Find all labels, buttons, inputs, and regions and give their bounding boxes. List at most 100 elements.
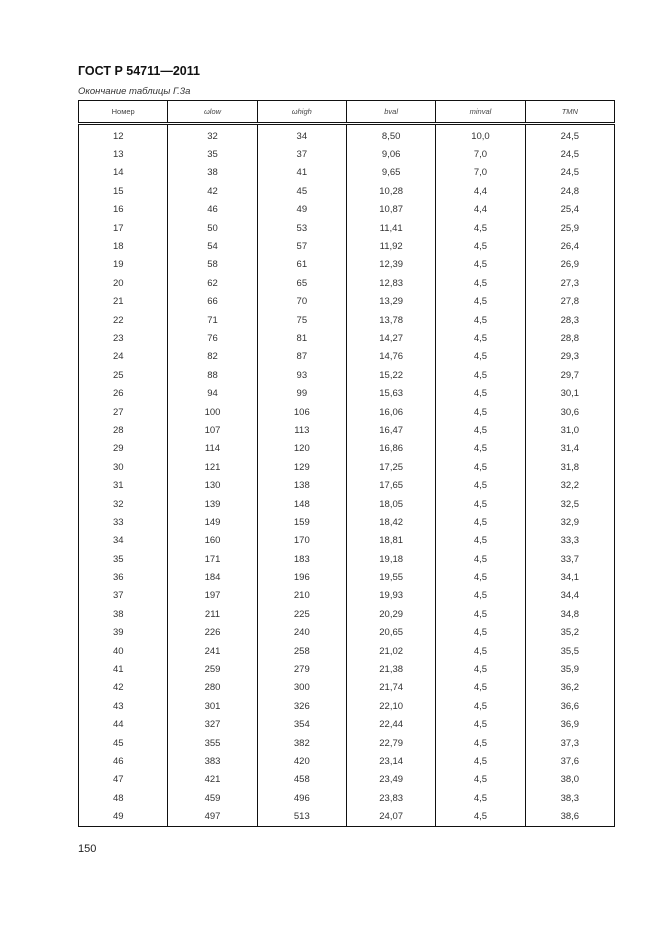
cell-minval: 4,5 [435,439,526,459]
cell-tmn: 24,5 [524,145,616,164]
cell-minval: 4,5 [435,752,526,771]
cell-omega-high: 70 [256,292,347,311]
table-row: 36 184 196 19,55 4,5 34,1 [77,568,616,587]
cell-minval: 4,5 [435,531,526,550]
cell-minval: 4,5 [435,421,526,440]
cell-omega-low: 100 [167,402,258,422]
cell-omega-low: 62 [167,274,258,293]
cell-bval: 17,65 [345,476,437,495]
table-row: 44 327 354 22,44 4,5 36,9 [77,715,616,734]
cell-number: 45 [77,733,169,753]
cell-omega-low: 88 [167,366,258,385]
cell-omega-low: 114 [167,439,258,459]
cell-omega-high: 225 [256,605,347,624]
cell-number: 12 [77,123,169,146]
cell-tmn: 27,3 [524,274,616,293]
cell-bval: 10,87 [345,200,437,219]
table-row: 47 421 458 23,49 4,5 38,0 [77,770,616,790]
cell-number: 33 [77,513,169,532]
table-caption: Окончание таблицы Г.3а [78,86,191,97]
cell-omega-high: 65 [256,274,347,293]
table-row: 13 35 37 9,06 7,0 24,5 [77,145,616,164]
cell-tmn: 25,4 [524,200,616,219]
table-row: 38 211 225 20,29 4,5 34,8 [77,605,616,624]
cell-number: 47 [77,770,169,790]
table-row: 43 301 326 22,10 4,5 36,6 [77,697,616,716]
cell-bval: 16,86 [345,439,437,459]
cell-minval: 4,5 [435,384,526,403]
cell-omega-high: 148 [256,494,347,514]
cell-minval: 4,5 [435,770,526,790]
cell-number: 34 [77,531,169,550]
cell-omega-high: 99 [256,384,347,403]
column-header-bval: bval [345,100,437,125]
cell-omega-low: 121 [167,458,258,477]
cell-bval: 21,38 [345,660,437,679]
table-row: 21 66 70 13,29 4,5 27,8 [77,292,616,311]
cell-tmn: 26,4 [524,237,616,256]
cell-number: 41 [77,660,169,679]
cell-tmn: 34,8 [524,605,616,624]
cell-tmn: 35,9 [524,660,616,679]
cell-bval: 21,74 [345,678,437,698]
cell-number: 29 [77,439,169,459]
cell-omega-low: 259 [167,660,258,679]
cell-bval: 15,63 [345,384,437,403]
cell-omega-high: 53 [256,218,347,238]
cell-number: 13 [77,145,169,164]
cell-number: 48 [77,789,169,808]
table-row: 14 38 41 9,65 7,0 24,5 [77,163,616,183]
cell-minval: 4,5 [435,605,526,624]
cell-omega-low: 280 [167,678,258,698]
table-row: 48 459 496 23,83 4,5 38,3 [77,789,616,808]
cell-tmn: 36,2 [524,678,616,698]
cell-minval: 4,5 [435,641,526,661]
cell-tmn: 33,3 [524,531,616,550]
cell-omega-high: 300 [256,678,347,698]
cell-minval: 4,5 [435,310,526,330]
cell-bval: 11,92 [345,237,437,256]
cell-bval: 22,44 [345,715,437,734]
cell-number: 24 [77,347,169,367]
cell-omega-high: 183 [256,549,347,569]
cell-minval: 4,5 [435,660,526,679]
cell-number: 36 [77,568,169,587]
cell-omega-high: 49 [256,200,347,219]
cell-bval: 19,18 [345,549,437,569]
cell-minval: 4,5 [435,237,526,256]
cell-omega-high: 87 [256,347,347,367]
cell-omega-low: 383 [167,752,258,771]
table-row: 18 54 57 11,92 4,5 26,4 [77,237,616,256]
cell-omega-high: 57 [256,237,347,256]
cell-minval: 4,5 [435,549,526,569]
cell-minval: 4,5 [435,366,526,385]
cell-tmn: 37,6 [524,752,616,771]
cell-omega-high: 258 [256,641,347,661]
cell-omega-low: 42 [167,182,258,201]
column-header-number: Номер [77,100,169,125]
cell-omega-high: 513 [256,807,347,827]
cell-omega-high: 196 [256,568,347,587]
cell-omega-high: 61 [256,255,347,275]
cell-bval: 23,49 [345,770,437,790]
cell-omega-high: 81 [256,329,347,348]
cell-tmn: 24,8 [524,182,616,201]
cell-tmn: 25,9 [524,218,616,238]
cell-bval: 18,05 [345,494,437,514]
cell-tmn: 27,8 [524,292,616,311]
column-header-omega-low: ωlow [167,100,258,125]
cell-omega-high: 458 [256,770,347,790]
cell-bval: 23,14 [345,752,437,771]
cell-minval: 4,5 [435,458,526,477]
cell-omega-high: 45 [256,182,347,201]
table-row: 28 107 113 16,47 4,5 31,0 [77,421,616,440]
cell-tmn: 31,4 [524,439,616,459]
cell-number: 42 [77,678,169,698]
cell-omega-high: 240 [256,623,347,642]
cell-omega-low: 139 [167,494,258,514]
cell-omega-low: 327 [167,715,258,734]
cell-number: 46 [77,752,169,771]
table-body: 12 32 34 8,50 10,0 24,5 13 35 37 9,06 7,0 24,5 14 38 4… [77,123,616,827]
cell-minval: 4,4 [435,200,526,219]
cell-bval: 16,47 [345,421,437,440]
